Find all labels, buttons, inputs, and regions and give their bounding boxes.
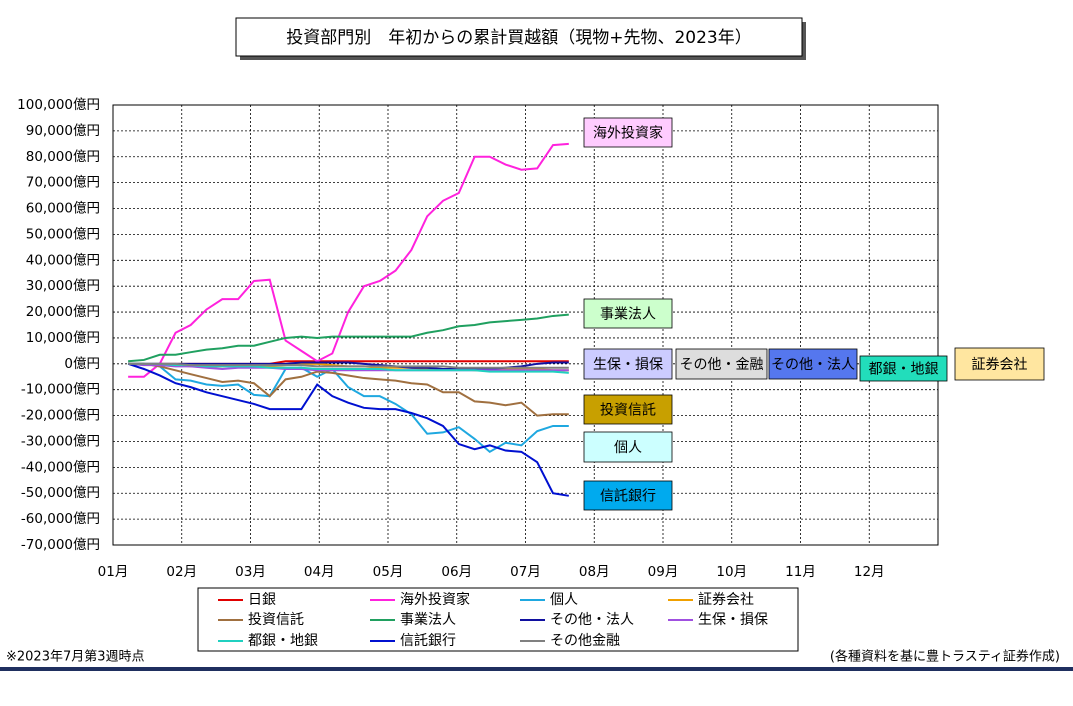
annotation-label: 個人 [614,440,642,456]
x-tick-label: 09月 [648,564,679,580]
legend-label: 都銀・地銀 [248,633,318,649]
annotation-label: 投資信託 [600,403,656,419]
annotation-box [583,394,673,425]
legend-label: 日銀 [248,592,276,608]
legend-label: 信託銀行 [400,633,456,649]
annotation-label: 事業法人 [600,307,656,323]
series-line [128,362,569,369]
annotation-box [954,347,1045,381]
y-tick-label: -60,000億円 [21,511,100,527]
title-box [235,17,803,57]
annotation-box [675,348,768,380]
x-tick-label: 08月 [579,564,610,580]
series-line [127,362,569,497]
y-tick-label: 70,000億円 [26,175,100,191]
source: (各種資料を基に豊トラスティ証券作成) [830,649,1060,665]
y-tick-label: 0億円 [64,356,100,372]
annotation-box [583,298,673,329]
annotation-box [583,117,673,148]
y-tick-label: -20,000億円 [21,408,100,424]
y-tick-label: 30,000億円 [26,278,100,294]
x-tick-label: 05月 [373,564,404,580]
series-line [128,362,569,372]
annotation-label: 信託銀行 [600,489,656,505]
annotation-box [583,480,673,511]
y-tick-label: 60,000億円 [26,201,100,217]
series-line [128,362,569,454]
legend-label: 事業法人 [400,612,456,628]
x-tick-label: 03月 [235,564,266,580]
legend-label: 投資信託 [248,612,304,628]
y-tick-label: 100,000億円 [17,97,100,113]
legend-label: 証券会社 [698,592,754,608]
annotation-box [859,355,948,382]
annotation-label: その他・金融 [680,357,764,373]
y-tick-label: -50,000億円 [21,485,100,501]
annotation-label: 証券会社 [972,357,1028,373]
y-tick-label: 20,000億円 [26,304,100,320]
x-tick-label: 04月 [304,564,335,580]
annotation-box [583,348,673,380]
x-tick-label: 12月 [854,564,885,580]
chart-title: 投資部門別 年初からの累計買越額（現物+先物、2023年） [286,28,752,48]
footer-bar [0,667,1073,671]
series-line [128,362,569,417]
legend-label: その他・法人 [550,612,634,628]
y-tick-label: -70,000億円 [21,537,100,553]
legend-label: 個人 [550,592,578,608]
annotation-label: 海外投資家 [593,125,663,142]
y-tick-label: 40,000億円 [26,252,100,268]
series-line [128,313,569,363]
y-tick-label: 50,000億円 [26,226,100,242]
y-tick-label: -40,000億円 [21,459,100,475]
y-tick-label: 80,000億円 [26,149,100,165]
y-tick-label: -30,000億円 [21,433,100,449]
legend-label: その他金融 [550,633,620,649]
x-tick-label: 02月 [166,564,197,580]
annotation-box [768,348,858,380]
annotation-label: その他・法人 [771,357,855,373]
y-tick-label: -10,000億円 [21,382,100,398]
legend-label: 海外投資家 [400,591,470,608]
x-tick-label: 01月 [98,564,129,580]
annotation-label: 生保・損保 [593,357,663,373]
footnote: ※2023年7月第3週時点 [6,650,145,665]
y-tick-label: 90,000億円 [26,123,100,139]
annotation-label: 都銀・地銀 [869,362,939,378]
series-line [128,142,569,378]
annotation-box [583,431,673,463]
x-tick-label: 10月 [716,564,747,580]
legend-box [197,587,799,652]
x-tick-label: 07月 [510,564,541,580]
x-tick-label: 06月 [441,564,472,580]
y-tick-label: 10,000億円 [26,330,100,346]
x-tick-label: 11月 [785,564,816,580]
legend-label: 生保・損保 [698,612,768,628]
